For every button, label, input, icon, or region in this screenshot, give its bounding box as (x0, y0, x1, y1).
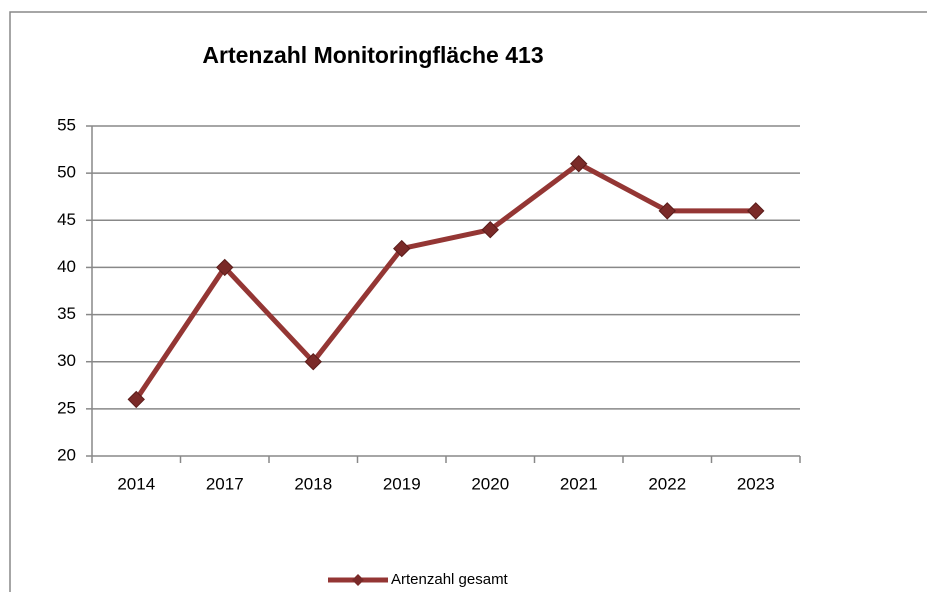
y-tick-label: 20 (57, 445, 76, 464)
marker (658, 202, 676, 220)
marker (747, 202, 765, 220)
marker (304, 353, 322, 371)
x-tick-label: 2014 (117, 474, 155, 493)
line (134, 161, 756, 401)
x-tick-label: 2017 (206, 474, 244, 493)
x-tick-label: 2020 (471, 474, 509, 493)
marker (127, 390, 145, 409)
y-tick-label: 30 (57, 351, 76, 370)
x-tick-label: 2022 (648, 474, 686, 493)
y-tick-label: 40 (57, 257, 76, 276)
x-tick-label: 2023 (737, 474, 775, 493)
legend-label: Artenzahl gesamt (391, 571, 509, 588)
chart-frame (9, 11, 927, 592)
marker (216, 258, 234, 277)
x-tick-label: 2019 (383, 474, 421, 493)
y-tick-label: 35 (57, 304, 76, 323)
y-tick-label: 45 (57, 210, 76, 229)
marker (570, 155, 588, 173)
y-tick-label: 25 (57, 398, 76, 417)
marker (481, 221, 499, 239)
y-tick-label: 50 (57, 163, 76, 182)
x-tick-label: 2018 (294, 474, 332, 493)
x-tick-label: 2021 (560, 474, 598, 493)
legend-marker (352, 574, 364, 586)
marker (393, 239, 411, 258)
y-tick-label: 55 (57, 115, 76, 134)
chart-title: Artenzahl Monitoringfläche 413 (202, 42, 543, 68)
